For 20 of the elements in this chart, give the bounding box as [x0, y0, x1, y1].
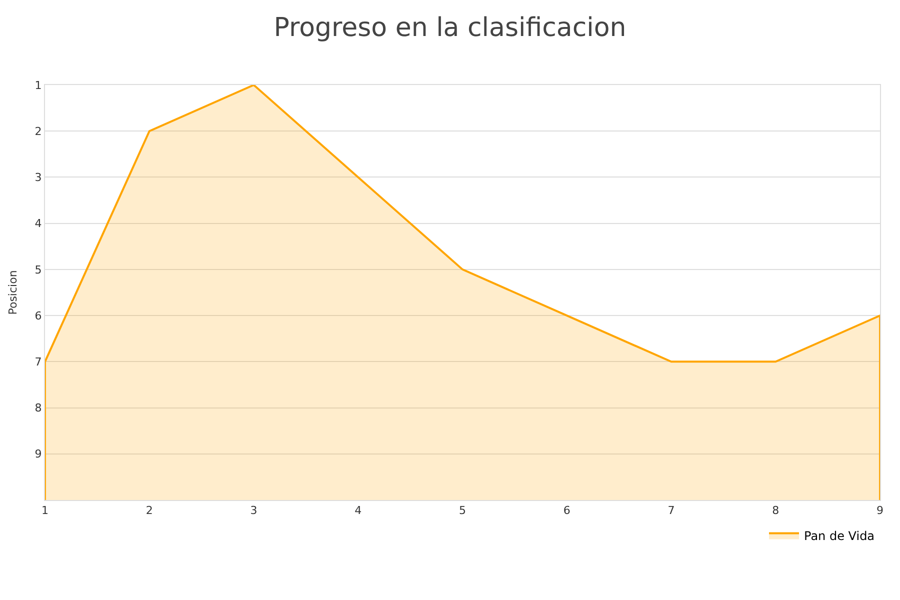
x-tick-label: 2: [146, 504, 153, 518]
x-tick-label: 6: [563, 504, 570, 518]
y-tick-label: 1: [34, 78, 42, 92]
x-tick-label: 7: [668, 504, 675, 518]
chart-title: Progreso en la clasificacion: [274, 13, 626, 44]
y-tick-label: 8: [34, 402, 42, 415]
y-tick-label: 2: [34, 124, 42, 138]
x-tick-label: 3: [250, 504, 258, 518]
x-tick-label: 4: [354, 504, 362, 518]
y-tick-label: 7: [34, 356, 42, 369]
y-axis-title: Posicion: [6, 270, 20, 315]
x-tick-label: 8: [772, 504, 780, 518]
y-tick-label: 6: [34, 309, 42, 322]
y-tick-label: 9: [34, 448, 42, 461]
y-tick-label: 3: [34, 171, 42, 184]
x-tick-label: 5: [459, 504, 466, 518]
y-tick-label: 4: [34, 217, 42, 230]
y-tick-label: 5: [34, 263, 42, 276]
legend-label: Pan de Vida: [804, 528, 875, 543]
x-tick-label: 9: [876, 504, 884, 518]
